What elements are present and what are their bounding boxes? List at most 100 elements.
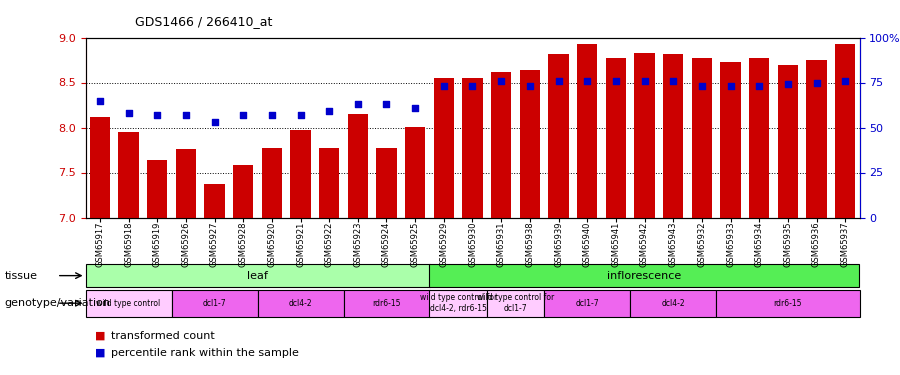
Bar	[86, 264, 429, 287]
Text: GSM65924: GSM65924	[382, 221, 391, 267]
Text: GSM65941: GSM65941	[611, 221, 620, 267]
Point	[780, 81, 795, 87]
Bar	[233, 165, 253, 218]
Point	[523, 83, 537, 89]
Point	[150, 112, 165, 118]
Text: tissue: tissue	[4, 271, 38, 280]
Text: GSM65922: GSM65922	[325, 221, 334, 267]
Text: wild type control for
dcl4-2, rdr6-15: wild type control for dcl4-2, rdr6-15	[419, 294, 497, 313]
Bar	[429, 290, 487, 317]
Bar	[634, 53, 654, 217]
Bar	[630, 290, 716, 317]
Bar	[147, 160, 167, 218]
Point	[436, 83, 451, 89]
Text: GSM65917: GSM65917	[95, 221, 104, 267]
Bar	[716, 290, 860, 317]
Text: rdr6-15: rdr6-15	[774, 298, 802, 307]
Text: GSM65921: GSM65921	[296, 221, 305, 267]
Point	[752, 83, 767, 89]
Text: rdr6-15: rdr6-15	[373, 298, 400, 307]
Point	[207, 119, 221, 125]
Point	[552, 78, 566, 84]
Text: GDS1466 / 266410_at: GDS1466 / 266410_at	[135, 15, 273, 28]
Bar	[347, 114, 368, 218]
Point	[379, 101, 393, 107]
Bar	[835, 44, 855, 218]
Point	[465, 83, 480, 89]
Bar	[405, 127, 425, 218]
Bar	[491, 72, 511, 217]
Text: GSM65929: GSM65929	[439, 221, 448, 267]
Text: GSM65935: GSM65935	[783, 221, 792, 267]
Point	[608, 78, 623, 84]
Text: GSM65940: GSM65940	[582, 221, 591, 267]
Text: GSM65934: GSM65934	[755, 221, 764, 267]
Text: GSM65918: GSM65918	[124, 221, 133, 267]
Text: GSM65937: GSM65937	[841, 221, 850, 267]
Text: GSM65931: GSM65931	[497, 221, 506, 267]
Text: GSM65932: GSM65932	[698, 221, 706, 267]
Text: GSM65933: GSM65933	[726, 221, 735, 267]
Point	[408, 105, 422, 111]
Text: leaf: leaf	[248, 271, 268, 280]
Text: GSM65943: GSM65943	[669, 221, 678, 267]
Bar	[544, 290, 630, 317]
Text: inflorescence: inflorescence	[608, 271, 681, 280]
Text: wild type control for
dcl1-7: wild type control for dcl1-7	[477, 294, 554, 313]
Point	[695, 83, 709, 89]
Bar	[344, 290, 429, 317]
Bar	[320, 148, 339, 217]
Point	[494, 78, 508, 84]
Text: GSM65930: GSM65930	[468, 221, 477, 267]
Text: dcl1-7: dcl1-7	[575, 298, 599, 307]
Text: GSM65919: GSM65919	[153, 221, 162, 267]
Point	[265, 112, 279, 118]
Bar	[721, 62, 741, 217]
Text: dcl1-7: dcl1-7	[202, 298, 226, 307]
Bar	[520, 70, 540, 217]
Bar	[119, 132, 139, 218]
Text: GSM65939: GSM65939	[554, 221, 563, 267]
Text: GSM65923: GSM65923	[354, 221, 363, 267]
Point	[236, 112, 250, 118]
Text: wild type control: wild type control	[96, 298, 160, 307]
Point	[809, 80, 824, 86]
Bar	[663, 54, 683, 217]
Bar	[806, 60, 826, 217]
Text: GSM65926: GSM65926	[181, 221, 190, 267]
Point	[637, 78, 652, 84]
Bar	[204, 184, 224, 218]
Point	[580, 78, 594, 84]
Bar	[463, 78, 482, 218]
Text: ■: ■	[94, 348, 105, 357]
Point	[122, 110, 136, 116]
Bar	[257, 290, 344, 317]
Point	[322, 108, 337, 114]
Bar	[376, 148, 397, 217]
Text: GSM65925: GSM65925	[410, 221, 419, 267]
Bar	[548, 54, 569, 217]
Text: dcl4-2: dcl4-2	[289, 298, 312, 307]
Bar	[291, 130, 310, 218]
Text: percentile rank within the sample: percentile rank within the sample	[111, 348, 299, 357]
Text: transformed count: transformed count	[111, 331, 214, 340]
Text: GSM65920: GSM65920	[267, 221, 276, 267]
Bar	[692, 58, 712, 217]
Bar	[429, 264, 860, 287]
Text: genotype/variation: genotype/variation	[4, 298, 111, 308]
Point	[666, 78, 680, 84]
Bar	[778, 64, 798, 218]
Text: GSM65928: GSM65928	[238, 221, 248, 267]
Bar	[606, 58, 626, 217]
Point	[93, 98, 107, 104]
Text: GSM65942: GSM65942	[640, 221, 649, 267]
Text: ■: ■	[94, 331, 105, 340]
Bar	[90, 117, 110, 218]
Bar	[749, 58, 770, 217]
Bar	[487, 290, 544, 317]
Text: GSM65936: GSM65936	[812, 221, 821, 267]
Bar	[176, 149, 196, 217]
Bar	[262, 148, 282, 217]
Point	[293, 112, 308, 118]
Point	[838, 78, 852, 84]
